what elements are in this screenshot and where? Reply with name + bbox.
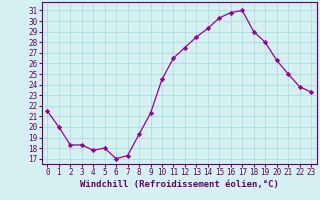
X-axis label: Windchill (Refroidissement éolien,°C): Windchill (Refroidissement éolien,°C) [80, 180, 279, 189]
